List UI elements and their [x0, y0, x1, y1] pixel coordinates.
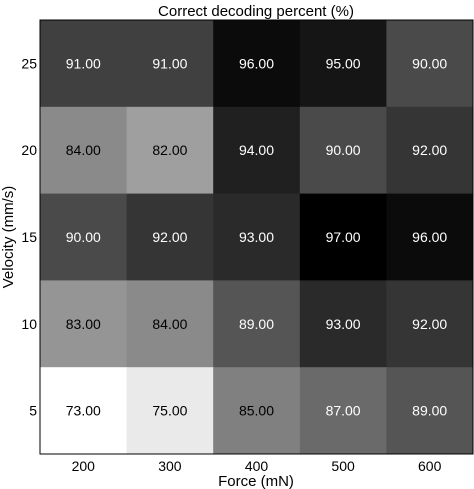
heatmap-cell	[386, 106, 474, 195]
heatmap-cell	[126, 106, 214, 195]
heatmap-cell	[126, 20, 214, 108]
x-tick-label: 500	[331, 458, 355, 474]
cell-value-label: 90.00	[326, 142, 361, 158]
x-tick-label: 600	[418, 458, 442, 474]
cell-value-label: 90.00	[66, 229, 101, 245]
heatmap-cell	[299, 20, 387, 108]
heatmap-cell	[40, 367, 128, 455]
y-tick-label: 25	[21, 55, 37, 71]
y-axis-label: Velocity (mm/s)	[0, 186, 17, 289]
x-tick-label: 300	[158, 458, 182, 474]
heatmap-cell	[213, 193, 301, 281]
cell-value-label: 73.00	[66, 403, 101, 419]
cell-value-label: 96.00	[412, 229, 447, 245]
cell-value-label: 84.00	[66, 142, 101, 158]
heatmap-cell	[126, 367, 214, 455]
cell-value-label: 90.00	[412, 55, 447, 71]
heatmap-cell	[40, 193, 128, 281]
cell-value-label: 89.00	[412, 403, 447, 419]
y-tick-label: 5	[29, 403, 37, 419]
cell-value-label: 83.00	[66, 316, 101, 332]
heatmap-cell	[40, 20, 128, 108]
y-tick-label: 20	[21, 142, 37, 158]
heatmap-cell	[40, 106, 128, 195]
cell-value-label: 97.00	[326, 229, 361, 245]
y-tick-label: 15	[21, 229, 37, 245]
cell-value-label: 91.00	[152, 55, 187, 71]
heatmap-cell	[386, 280, 474, 368]
heatmap-cell	[126, 280, 214, 368]
cell-value-label: 85.00	[239, 403, 274, 419]
cell-value-label: 87.00	[326, 403, 361, 419]
cell-value-label: 92.00	[152, 229, 187, 245]
cell-value-label: 94.00	[239, 142, 274, 158]
heatmap-cells: 91.00 91.00 96.00 95.00 90.00 84.00 82.00 94.00…	[40, 20, 474, 455]
cell-value-label: 93.00	[326, 316, 361, 332]
cell-value-label: 84.00	[152, 316, 187, 332]
cell-value-label: 89.00	[239, 316, 274, 332]
heatmap-cell	[213, 367, 301, 455]
heatmap-cell	[213, 20, 301, 108]
heatmap-cell	[386, 193, 474, 281]
x-tick-label: 400	[245, 458, 269, 474]
y-axis-ticks: 25 20 15 10 5	[21, 55, 37, 418]
heatmap-cell	[299, 367, 387, 455]
cell-value-label: 91.00	[66, 55, 101, 71]
cell-value-label: 92.00	[412, 316, 447, 332]
y-tick-label: 10	[21, 316, 37, 332]
cell-value-label: 96.00	[239, 55, 274, 71]
cell-value-label: 93.00	[239, 229, 274, 245]
heatmap-cell	[126, 193, 214, 281]
heatmap-cell	[213, 280, 301, 368]
heatmap-cell	[299, 193, 387, 281]
cell-value-label: 82.00	[152, 142, 187, 158]
cell-value-label: 95.00	[326, 55, 361, 71]
x-tick-label: 200	[72, 458, 96, 474]
heatmap-cell	[299, 106, 387, 195]
chart-title: Correct decoding percent (%)	[158, 3, 354, 20]
heatmap-cell	[386, 20, 474, 108]
heatmap-cell	[299, 280, 387, 368]
x-axis-ticks: 200 300 400 500 600	[72, 458, 442, 474]
plot-frame	[39, 19, 474, 455]
cell-value-label: 92.00	[412, 142, 447, 158]
x-axis-label: Force (mN)	[218, 473, 294, 489]
heatmap-cell	[386, 367, 474, 455]
heatmap-cell	[213, 106, 301, 195]
heatmap-cell	[40, 280, 128, 368]
cell-value-label: 75.00	[152, 403, 187, 419]
